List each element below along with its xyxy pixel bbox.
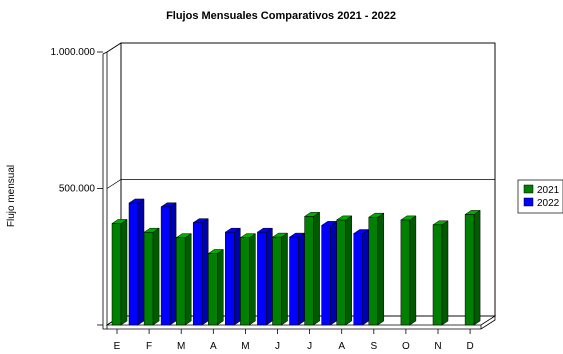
legend-label-2021: 2021 (537, 185, 560, 196)
bars (111, 198, 481, 326)
x-tick-label: D (466, 341, 473, 352)
gridline (106, 42, 495, 53)
x-tick-label: N (434, 341, 441, 352)
bar-2021-A (207, 249, 225, 326)
bar-2021-S (367, 212, 385, 326)
chart-title: Flujos Mensuales Comparativos 2021 - 202… (166, 10, 396, 22)
gridline (106, 179, 495, 189)
legend-swatch-2021 (523, 184, 534, 194)
y-tick-label: 500.000 (59, 184, 96, 195)
legend-label-2022: 2022 (537, 198, 560, 209)
bar-2022-M (256, 227, 274, 326)
x-tick-label: A (338, 341, 345, 352)
bar-2021-E (111, 218, 128, 326)
bar-2022-A (352, 229, 370, 326)
bar-2021-D (464, 209, 481, 326)
x-tick-label: S (370, 341, 377, 352)
bar-2021-N (432, 220, 449, 326)
bar-2022-J (288, 232, 306, 326)
bar-2022-E (128, 198, 145, 326)
bar-2021-M (239, 233, 257, 326)
y-axis-label: Flujo mensual (6, 165, 17, 227)
bar-2022-A (224, 227, 242, 326)
legend: 2021 2022 (517, 179, 563, 214)
bar-2022-J (320, 220, 338, 326)
bar-2021-J (271, 232, 289, 326)
bar-2021-A (335, 215, 353, 326)
x-tick-label: E (114, 341, 121, 352)
x-tick-label: F (146, 341, 152, 352)
gridlines (106, 42, 495, 189)
y-tick-label: 1.000.000 (51, 47, 96, 58)
bar-2021-J (303, 211, 321, 326)
bar-2021-F (143, 227, 160, 326)
bar-2021-O (400, 215, 417, 326)
x-tick-label: J (307, 341, 312, 352)
x-tick-label: M (177, 341, 185, 352)
y-ticks: 500.000 1.000.000 (51, 47, 103, 326)
bar-2022-F (160, 202, 177, 326)
x-tick-label: A (210, 341, 217, 352)
x-tick-label: M (241, 341, 249, 352)
legend-swatch-2022 (523, 197, 534, 207)
bar-2022-M (192, 218, 210, 326)
bar-2021-M (175, 233, 193, 326)
x-tick-label: J (275, 341, 280, 352)
x-tick-label: O (402, 341, 410, 352)
